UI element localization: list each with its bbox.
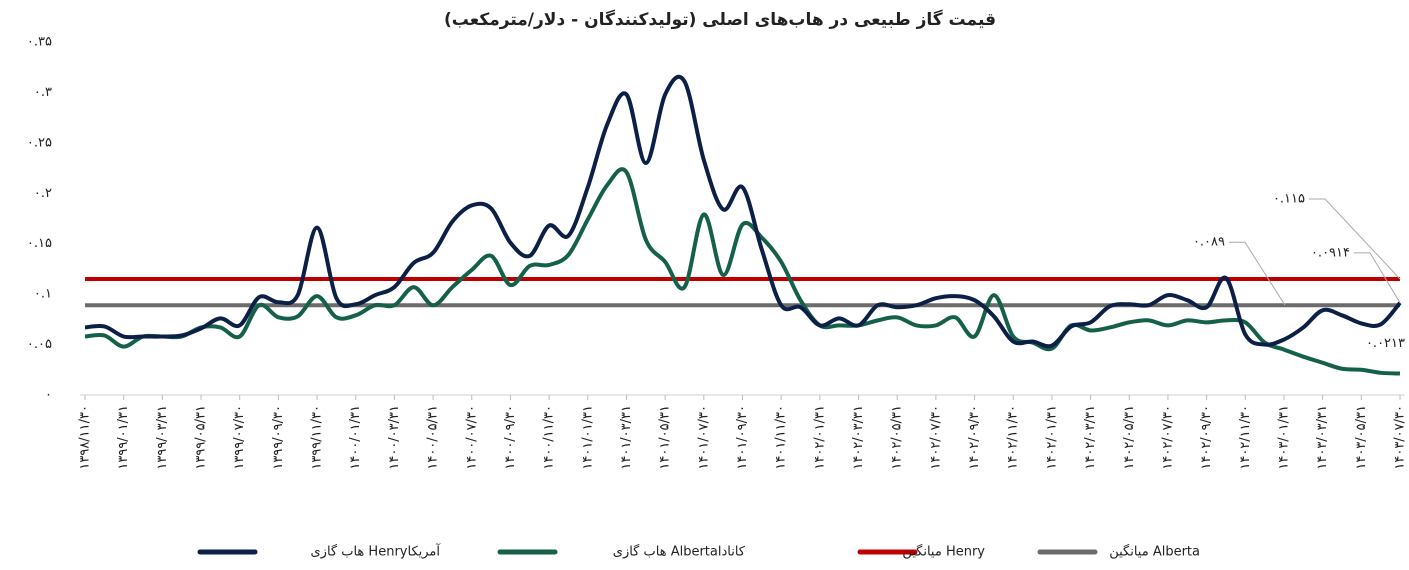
x-tick-label: ۱۴۰۱/۰۱/۳۱: [580, 405, 595, 470]
x-tick-label: ۱۴۰۲/۱۱/۳۰: [1238, 405, 1253, 470]
x-tick-label: ۱۳۹۹/۱۱/۳۰: [310, 405, 325, 470]
x-tick-label: ۱۴۰۲/۱۱/۳۰: [1006, 405, 1021, 470]
y-tick-label: ۰.۲۵: [27, 135, 52, 150]
x-tick-label: ۱۳۹۸/۱۱/۳۰: [78, 405, 93, 470]
x-tick-label: ۱۴۰۲/۰۳/۳۱: [1083, 405, 1098, 470]
x-tick-label: ۱۴۰۲/۰۵/۳۱: [890, 405, 905, 470]
x-tick-label: ۱۳۹۹/۰۷/۳۰: [232, 405, 247, 470]
x-tick-label: ۱۴۰۰/۰۳/۳۱: [387, 405, 402, 470]
leader-line: [1309, 198, 1401, 280]
x-tick-label: ۱۴۰۱/۰۷/۳۰: [696, 405, 711, 470]
x-tick-label: ۱۴۰۲/۰۹/۳۰: [967, 405, 982, 470]
x-tick-label: ۱۴۰۱/۰۵/۳۱: [658, 405, 673, 470]
x-tick-label: ۱۴۰۰/۰۵/۳۱: [426, 405, 441, 470]
legend-label: میانگین Alberta: [1109, 544, 1200, 560]
y-tick-label: ۰.۰۵: [27, 337, 52, 352]
x-tick-label: ۱۴۰۰/۱۱/۳۰: [542, 405, 557, 470]
legend-label: هاب گازی Albertaکانادا: [613, 544, 746, 560]
x-tick-label: ۱۴۰۳/۰۷/۳۰: [1393, 405, 1408, 470]
x-tick-label: ۱۳۹۹/۰۱/۳۱: [116, 405, 131, 470]
x-tick-label: ۱۴۰۲/۰۱/۳۱: [1044, 405, 1059, 470]
x-tick-label: ۱۳۹۹/۰۹/۳۰: [271, 405, 286, 470]
x-tick-label: ۱۳۹۹/۰۳/۳۱: [155, 405, 170, 470]
leader-line: [1229, 241, 1286, 306]
y-tick-label: ۰.۲: [34, 186, 52, 201]
x-tick-label: ۱۴۰۲/۰۷/۳۰: [928, 405, 943, 470]
y-tick-label: ۰.۳۵: [27, 35, 52, 50]
x-tick-label: ۱۴۰۰/۰۹/۳۰: [503, 405, 518, 470]
data-label: ۰.۰۸۹: [1193, 235, 1225, 250]
x-tick-label: ۱۴۰۲/۰۱/۳۱: [812, 405, 827, 470]
x-tick-label: ۱۴۰۳/۰۱/۳۱: [1276, 405, 1291, 470]
y-tick-label: ۰.۱: [34, 287, 52, 302]
series-line: [84, 167, 1401, 376]
y-tick-label: ۰: [45, 388, 52, 403]
series-line: [84, 74, 1402, 349]
x-tick-label: ۱۴۰۲/۰۵/۳۱: [1122, 405, 1137, 470]
data-label: ۰.۰۹۱۴: [1311, 245, 1350, 260]
x-tick-label: ۱۴۰۲/۰۷/۳۰: [1160, 405, 1175, 470]
legend-label: هاب گازی Henryآمریکا: [311, 543, 442, 560]
x-tick-label: ۱۴۰۰/۰۷/۳۰: [464, 405, 479, 470]
chart-title: قیمت گاز طبیعی در هاب‌های اصلی (تولیدکنن…: [444, 9, 996, 30]
y-tick-label: ۰.۳: [34, 85, 52, 100]
x-tick-label: ۱۴۰۳/۰۳/۳۱: [1315, 405, 1330, 470]
legend-label: میانگین Henry: [902, 544, 985, 560]
x-tick-label: ۱۴۰۲/۰۹/۳۰: [1199, 405, 1214, 470]
x-tick-label: ۱۴۰۳/۰۵/۳۱: [1354, 405, 1369, 470]
y-tick-label: ۰.۱۵: [27, 236, 52, 251]
leader-line: [1354, 252, 1401, 304]
x-tick-label: ۱۳۹۹/۰۵/۳۱: [194, 405, 209, 470]
x-tick-label: ۱۴۰۱/۱۱/۳۰: [774, 405, 789, 470]
x-tick-label: ۱۴۰۰/۰۱/۳۱: [348, 405, 363, 470]
data-label: ۰.۰۲۱۳: [1366, 336, 1405, 351]
x-tick-label: ۱۴۰۲/۰۳/۳۱: [851, 405, 866, 470]
x-tick-label: ۱۴۰۱/۰۳/۳۱: [619, 405, 634, 470]
data-label: ۰.۱۱۵: [1273, 192, 1305, 207]
x-tick-label: ۱۴۰۱/۰۹/۳۰: [735, 405, 750, 470]
